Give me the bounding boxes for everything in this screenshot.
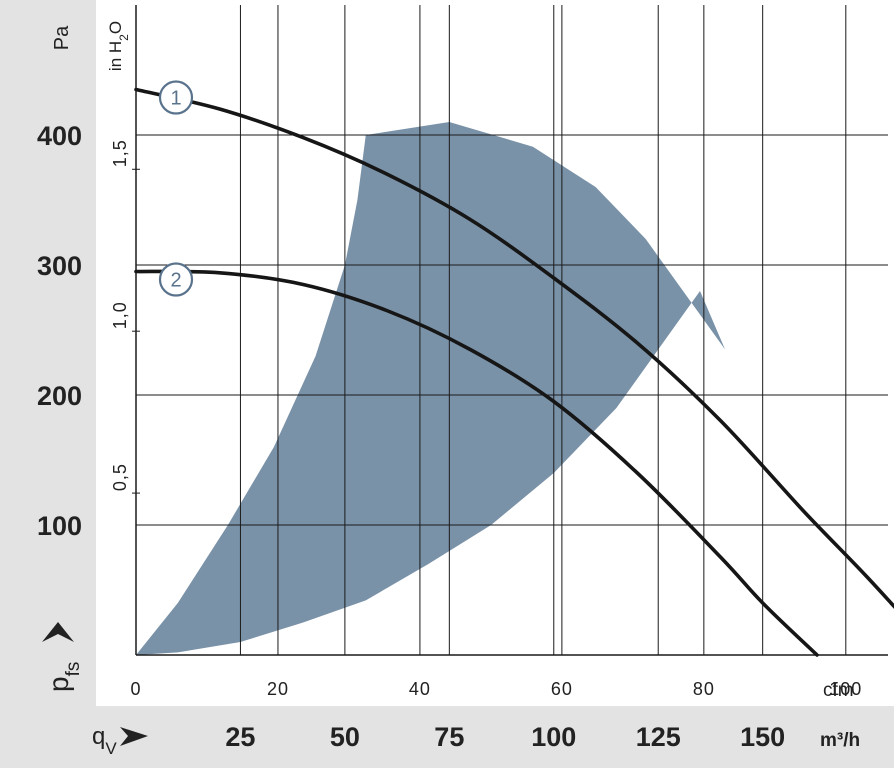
m3h-tick-label: 50 [330, 722, 360, 752]
cfm-unit-label: cfm [823, 680, 854, 701]
inh2o-tick-label: 1,5 [110, 139, 130, 167]
curve-1-badge [158, 80, 194, 115]
curve-1-label: 1 [170, 88, 181, 110]
operating-region [136, 122, 726, 655]
x-axis-arrow-icon [120, 727, 148, 746]
inh2o-unit-sub: 2 [117, 34, 131, 41]
y-axis-label: pfs [43, 662, 84, 692]
cfm-tick-label: 100 [829, 679, 862, 699]
m3h-tick-label: 100 [531, 722, 576, 752]
inh2o-tick-label: 1,0 [110, 301, 130, 329]
inh2o-unit-label: in H2O [106, 21, 131, 71]
svg-text:pfs: pfs [43, 662, 84, 692]
curve-1 [134, 87, 894, 609]
m3h-tick-label: 125 [636, 722, 681, 752]
cfm-tick-label: 80 [693, 679, 715, 699]
cfm-tick-label: 0 [130, 679, 141, 699]
pa-tick-label: 300 [37, 251, 82, 281]
inh2o-unit-end: O [106, 21, 125, 34]
bottom-axis-panel [0, 706, 894, 768]
cfm-tick-label: 20 [267, 679, 289, 699]
curve-layer: 12 [134, 80, 894, 657]
m3h-tick-label: 25 [225, 722, 255, 752]
grid-layer [135, 5, 888, 656]
x-axis-label-sub: V [105, 739, 117, 758]
left-axis-panel [0, 0, 96, 706]
curve-2-badge [158, 262, 194, 297]
pa-tick-label: 200 [37, 381, 82, 411]
pa-tick-label: 400 [37, 121, 82, 151]
x-axis-label-main: q [92, 723, 105, 750]
curve-2 [134, 269, 819, 657]
pa-tick-label: 100 [37, 511, 82, 541]
tick-label-layer: 100 200 300 400 0,5 1,0 1,5 0 20 40 60 80 100 25 50 75 1… [37, 121, 862, 752]
y-axis-arrow-icon [42, 622, 74, 642]
y-axis-label-sub: fs [63, 662, 84, 677]
inh2o-tick-label: 0,5 [110, 463, 130, 491]
cfm-tick-label: 40 [409, 679, 431, 699]
pa-unit-label: Pa [51, 25, 73, 50]
inh2o-unit-main: in H [106, 41, 125, 71]
operating-region-layer [136, 122, 726, 655]
m3h-unit-label: m³/h [820, 730, 860, 751]
x-axis-label: qV [92, 723, 117, 758]
m3h-tick-label: 150 [740, 722, 785, 752]
curve-2-label: 2 [170, 270, 181, 292]
m3h-tick-label: 75 [434, 722, 464, 752]
cfm-tick-label: 60 [551, 679, 573, 699]
y-axis-label-main: p [43, 676, 74, 692]
